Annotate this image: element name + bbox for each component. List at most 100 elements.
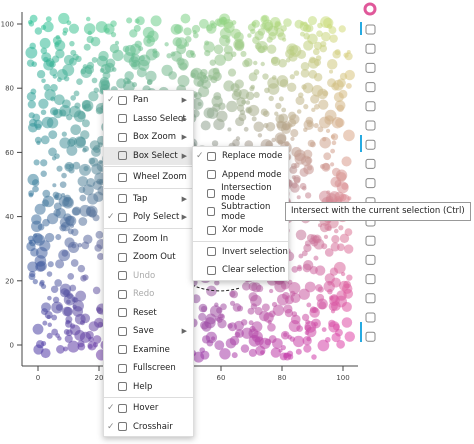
tool-button[interactable] xyxy=(365,158,376,169)
menu-icon xyxy=(207,188,216,198)
dot xyxy=(330,277,341,288)
menu-icon xyxy=(207,151,216,161)
dot xyxy=(97,321,104,328)
tool-button[interactable] xyxy=(365,178,376,189)
dot xyxy=(304,324,312,332)
submenu-arrow: ▶ xyxy=(181,213,187,222)
dot xyxy=(261,15,268,22)
menu-item[interactable]: Save ▶ xyxy=(104,322,193,341)
dot xyxy=(322,163,330,171)
dot xyxy=(52,296,60,304)
menu-item[interactable]: Append mode xyxy=(193,166,288,185)
dot xyxy=(71,228,79,236)
dot xyxy=(192,32,199,39)
tool-button[interactable] xyxy=(365,120,376,131)
tool-button[interactable] xyxy=(365,331,376,342)
menu-label: Wheel Zoom xyxy=(133,172,187,183)
menu-item[interactable]: Clear selection xyxy=(193,261,288,280)
dot xyxy=(209,305,222,317)
menu-item[interactable]: Examine xyxy=(104,341,193,360)
menu-item[interactable]: ✓ Crosshair xyxy=(104,418,193,437)
menu-item[interactable]: ✓ Pan ▶ xyxy=(104,91,193,110)
dot xyxy=(343,129,355,142)
dot xyxy=(280,25,287,32)
tool-button[interactable] xyxy=(365,82,376,93)
dot xyxy=(300,62,310,71)
dot xyxy=(297,266,303,272)
menu-label: Subtraction mode xyxy=(221,201,271,222)
dot xyxy=(336,339,345,349)
dot xyxy=(310,94,320,104)
dot xyxy=(250,294,262,307)
dot xyxy=(274,21,282,30)
tool-button[interactable] xyxy=(365,43,376,54)
menu-item[interactable]: ✓ Poly Select ▶ xyxy=(104,208,193,227)
dot xyxy=(341,156,352,167)
dot xyxy=(32,279,38,285)
menu-item[interactable]: ✓ Hover xyxy=(104,399,193,418)
menu-icon xyxy=(118,308,127,318)
tool-button[interactable] xyxy=(365,101,376,112)
tool-button[interactable] xyxy=(365,139,376,150)
dot xyxy=(275,102,282,110)
dot xyxy=(82,145,89,152)
menu-item[interactable]: Fullscreen xyxy=(104,359,193,378)
dot xyxy=(65,215,77,227)
menu-icon xyxy=(118,422,127,432)
menu-item[interactable]: Lasso Select ▶ xyxy=(104,110,193,129)
menu-icon xyxy=(118,403,127,413)
dot xyxy=(88,157,96,165)
menu-item[interactable]: Wheel Zoom xyxy=(104,168,193,187)
dot xyxy=(311,107,316,112)
menu-item[interactable]: Subtraction mode xyxy=(193,201,288,222)
tool-button[interactable] xyxy=(365,312,376,323)
dot xyxy=(204,50,211,57)
dot xyxy=(289,290,296,297)
dot xyxy=(92,145,101,154)
menu-item[interactable]: Tap ▶ xyxy=(104,190,193,209)
dot xyxy=(338,225,344,231)
menu-item[interactable]: Xor mode xyxy=(193,221,288,240)
dot xyxy=(249,86,255,92)
tool-button[interactable] xyxy=(365,24,376,35)
menu-item[interactable]: Zoom In xyxy=(104,230,193,249)
menu-item[interactable]: Invert selection xyxy=(193,243,288,262)
dot xyxy=(33,119,43,129)
dot xyxy=(37,223,45,231)
dot xyxy=(42,21,54,33)
tool-button[interactable] xyxy=(365,293,376,304)
dot xyxy=(175,37,188,49)
menu-item[interactable]: Box Select ▶ xyxy=(104,146,193,165)
x-tick-label: 100 xyxy=(336,374,349,382)
dot xyxy=(51,328,59,336)
dot xyxy=(62,31,68,36)
dot xyxy=(329,34,338,43)
dot xyxy=(292,335,305,348)
menu-item[interactable]: Zoom Out xyxy=(104,248,193,267)
dot xyxy=(317,88,328,100)
dot xyxy=(201,321,212,332)
menu-label: Invert selection xyxy=(222,246,288,257)
dot xyxy=(61,131,67,137)
tool-button[interactable] xyxy=(365,274,376,285)
dot xyxy=(51,314,58,321)
menu-icon xyxy=(207,247,216,257)
menu-item[interactable]: ✓ Replace mode xyxy=(193,147,288,166)
menu-item[interactable]: Reset xyxy=(104,304,193,323)
menu-item[interactable]: Box Zoom ▶ xyxy=(104,128,193,147)
dot xyxy=(73,90,80,97)
dot xyxy=(97,142,103,148)
dot xyxy=(129,29,138,38)
menu-item[interactable]: Intersection mode xyxy=(193,183,288,203)
y-tick-label: 20 xyxy=(5,277,14,285)
dot xyxy=(91,163,103,175)
dot xyxy=(294,153,307,165)
tool-button[interactable] xyxy=(365,254,376,265)
dot xyxy=(254,307,263,316)
menu-item[interactable]: Help xyxy=(104,378,193,397)
dot xyxy=(225,38,230,43)
menu-icon xyxy=(118,289,127,299)
tool-button[interactable] xyxy=(365,62,376,73)
tool-button[interactable] xyxy=(365,235,376,246)
logo xyxy=(363,2,377,16)
